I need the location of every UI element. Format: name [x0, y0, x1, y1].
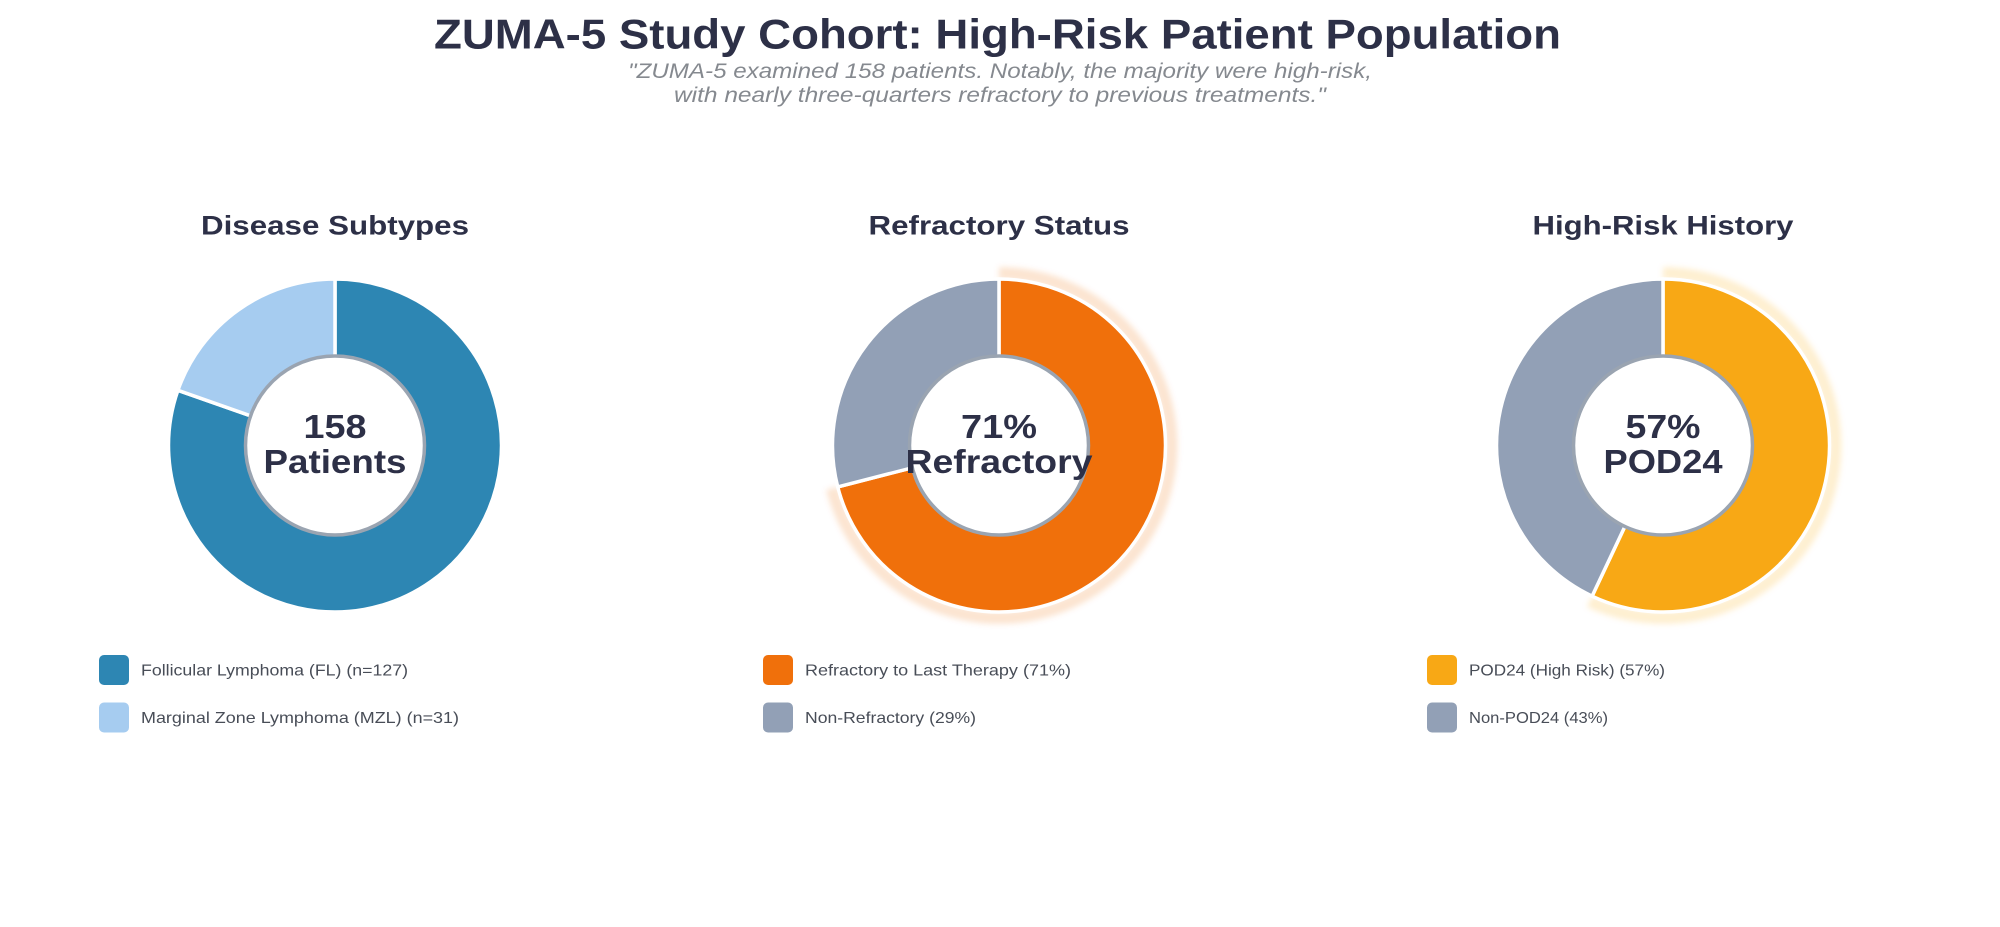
svg-text:Non-POD24 (43%): Non-POD24 (43%)	[1469, 710, 1608, 727]
svg-text:Patients: Patients	[264, 443, 407, 480]
svg-text:Marginal Zone Lymphoma (MZL) (: Marginal Zone Lymphoma (MZL) (n=31)	[141, 710, 459, 727]
svg-text:Disease Subtypes: Disease Subtypes	[201, 211, 469, 241]
svg-text:Non-Refractory (29%): Non-Refractory (29%)	[805, 710, 976, 727]
svg-text:POD24 (High Risk) (57%): POD24 (High Risk) (57%)	[1469, 663, 1665, 680]
svg-text:"ZUMA-5 examined 158 patients.: "ZUMA-5 examined 158 patients. Notably, …	[628, 59, 1372, 83]
svg-text:ZUMA-5 Study Cohort: High-Risk: ZUMA-5 Study Cohort: High-Risk Patient P…	[434, 11, 1561, 58]
svg-text:with nearly three-quarters ref: with nearly three-quarters refractory to…	[674, 83, 1328, 107]
svg-text:Refractory to Last Therapy (71: Refractory to Last Therapy (71%)	[805, 663, 1071, 680]
svg-text:Follicular Lymphoma (FL) (n=12: Follicular Lymphoma (FL) (n=127)	[141, 663, 408, 680]
svg-text:High-Risk History: High-Risk History	[1533, 211, 1794, 241]
svg-text:Refractory Status: Refractory Status	[869, 211, 1130, 241]
svg-text:POD24: POD24	[1604, 443, 1724, 480]
svg-text:71%: 71%	[961, 408, 1037, 445]
svg-text:Refractory: Refractory	[906, 443, 1094, 480]
svg-text:158: 158	[304, 408, 367, 445]
svg-text:57%: 57%	[1626, 408, 1701, 445]
